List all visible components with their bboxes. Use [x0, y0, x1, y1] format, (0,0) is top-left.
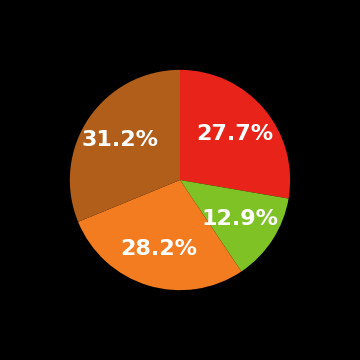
- Wedge shape: [180, 180, 289, 271]
- Wedge shape: [180, 70, 290, 199]
- Text: 12.9%: 12.9%: [202, 209, 279, 229]
- Wedge shape: [70, 70, 180, 222]
- Text: 28.2%: 28.2%: [121, 239, 198, 258]
- Text: 27.7%: 27.7%: [196, 124, 273, 144]
- Text: 31.2%: 31.2%: [82, 130, 159, 150]
- Wedge shape: [78, 180, 241, 290]
